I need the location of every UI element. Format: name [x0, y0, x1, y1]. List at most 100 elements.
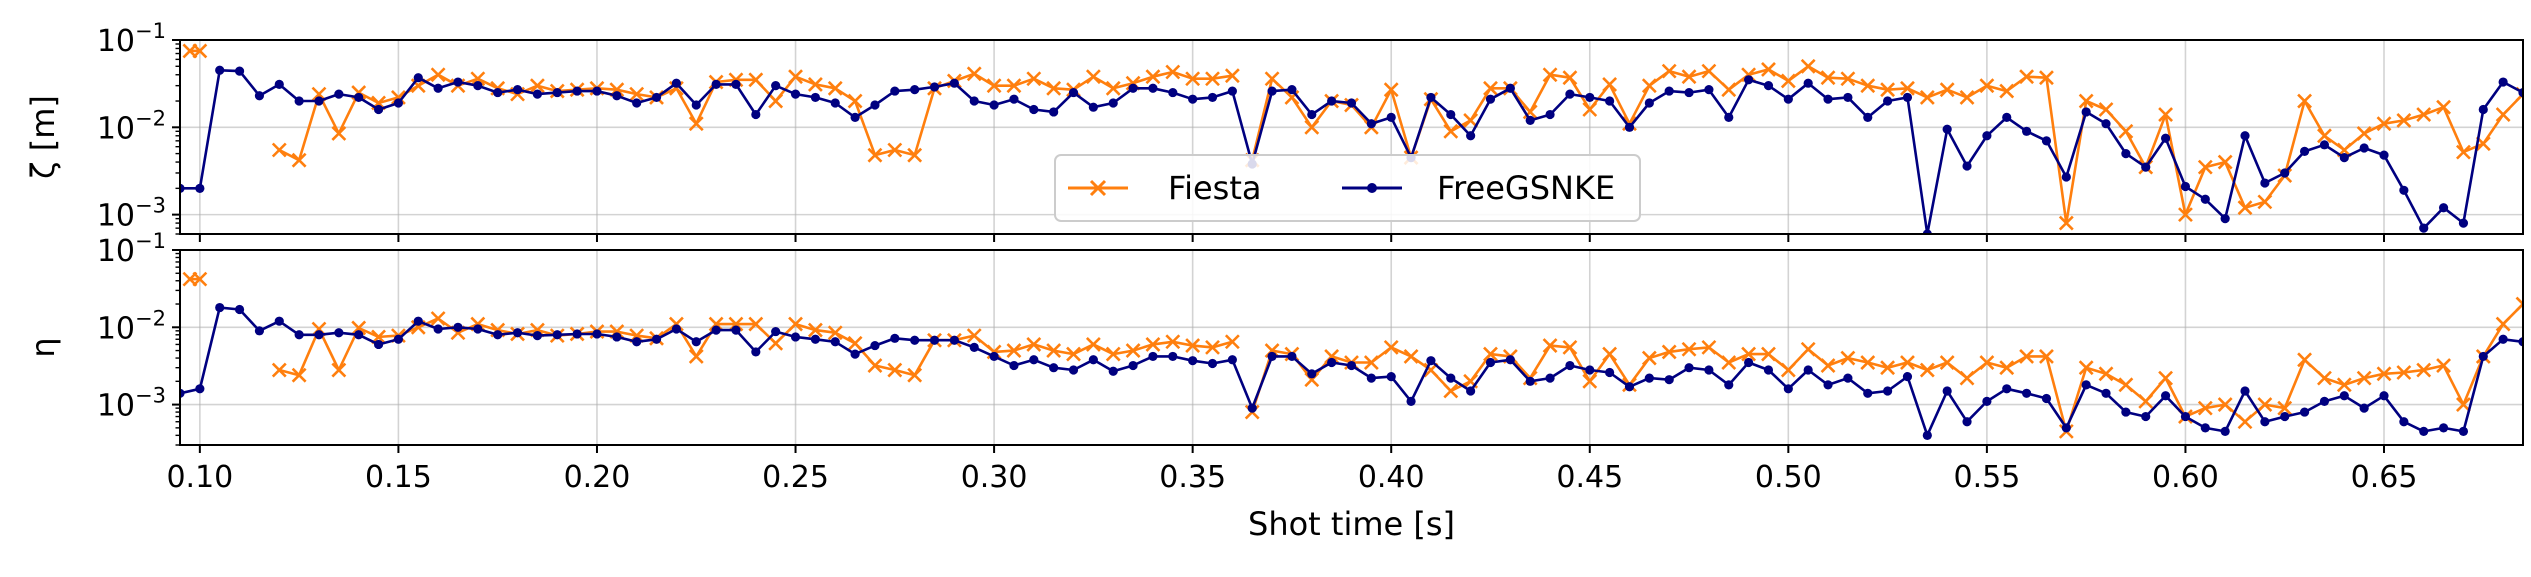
data-point-stroke	[1383, 339, 1399, 355]
data-point	[2098, 102, 2114, 117]
data-point	[1148, 351, 1158, 362]
data-point-stroke	[1641, 350, 1657, 366]
data-point	[671, 78, 681, 88]
data-point-stroke	[1602, 346, 1618, 362]
data-point-stroke	[2515, 296, 2523, 306]
data-point	[1085, 337, 1101, 352]
data-point-stroke	[1880, 82, 1896, 98]
data-point	[430, 311, 446, 326]
data-point	[2237, 200, 2253, 216]
data-point	[612, 91, 622, 101]
data-point-stroke	[1205, 339, 1220, 355]
data-point-stroke	[986, 78, 1002, 94]
x-tick-label: 0.10	[166, 460, 233, 495]
data-point-stroke	[1046, 80, 1062, 96]
data-point-stroke	[728, 316, 744, 332]
data-point	[2297, 93, 2313, 109]
data-point	[1525, 115, 1535, 126]
data-point	[2078, 93, 2094, 109]
data-point	[2141, 162, 2151, 172]
data-point-stroke	[1165, 64, 1181, 80]
data-point	[1800, 58, 1816, 74]
data-point	[1902, 92, 1913, 103]
data-point-stroke	[1820, 70, 1836, 86]
data-point-stroke	[1979, 355, 1995, 370]
data-point	[1602, 76, 1618, 92]
data-point	[1900, 80, 1915, 96]
data-point-stroke	[1820, 358, 1836, 373]
data-point-stroke	[1780, 362, 1796, 378]
data-point-stroke	[807, 76, 823, 92]
data-point	[1562, 339, 1578, 355]
data-point	[708, 316, 724, 332]
y-tick-label: 10−2	[97, 106, 166, 146]
data-point-stroke	[2456, 397, 2471, 413]
data-point	[1681, 341, 1697, 357]
data-point	[351, 320, 367, 336]
data-point-stroke	[887, 362, 903, 378]
y-tick-label: 10−2	[97, 306, 166, 346]
data-point	[572, 329, 582, 339]
data-point	[1307, 109, 1317, 120]
data-point	[1661, 63, 1677, 79]
data-point-stroke	[1542, 338, 1558, 353]
data-point	[1542, 338, 1558, 353]
data-point	[2118, 123, 2134, 139]
data-point-stroke	[867, 358, 883, 373]
data-point-stroke	[2515, 302, 2523, 312]
data-point-stroke	[1324, 348, 1340, 364]
data-point-stroke	[1125, 343, 1141, 358]
data-point	[966, 328, 982, 344]
data-point-stroke	[807, 322, 823, 338]
data-point	[512, 328, 523, 338]
data-point	[2058, 215, 2074, 231]
data-point	[1701, 339, 1717, 355]
data-point	[1227, 355, 1237, 365]
data-point-stroke	[529, 78, 545, 94]
data-point	[1863, 112, 1873, 122]
data-point	[1880, 360, 1896, 376]
data-point	[847, 93, 863, 109]
data-point	[1327, 96, 1337, 106]
data-point	[2237, 414, 2253, 430]
data-point	[1939, 82, 1955, 98]
data-point	[989, 351, 999, 362]
data-point-stroke	[1860, 78, 1876, 94]
data-point	[271, 362, 287, 378]
data-point	[887, 362, 903, 378]
data-point-stroke	[1085, 337, 1101, 352]
data-point	[234, 66, 245, 76]
data-point	[1049, 107, 1059, 117]
data-point	[180, 183, 185, 193]
data-point	[473, 81, 483, 91]
data-point-stroke	[2158, 107, 2174, 122]
data-point-stroke	[2257, 194, 2273, 210]
data-point	[1366, 373, 1376, 383]
data-point	[180, 388, 185, 398]
data-point	[215, 65, 225, 75]
data-point-stroke	[331, 126, 347, 141]
data-point	[2297, 352, 2313, 368]
data-point-stroke	[1443, 383, 1459, 399]
data-point-stroke	[2138, 393, 2154, 409]
data-point	[373, 339, 384, 350]
x-tick-label: 0.50	[1755, 460, 1822, 495]
data-point	[1545, 373, 1555, 383]
data-point	[1900, 355, 1915, 370]
data-point	[2002, 384, 2012, 394]
data-layer	[180, 43, 2523, 234]
data-point	[1105, 346, 1121, 362]
data-point	[1763, 81, 1774, 91]
data-point	[1585, 365, 1595, 375]
data-point-stroke	[1919, 89, 1935, 105]
legend-fiesta-label: Fiesta	[1168, 169, 1261, 207]
data-point-stroke	[907, 367, 923, 383]
y-ticks	[172, 249, 180, 446]
data-point	[1185, 338, 1201, 353]
data-point	[1227, 86, 1237, 96]
data-point	[1346, 98, 1357, 108]
data-point	[1780, 73, 1796, 89]
data-point	[1641, 350, 1657, 366]
data-point	[2317, 128, 2332, 144]
